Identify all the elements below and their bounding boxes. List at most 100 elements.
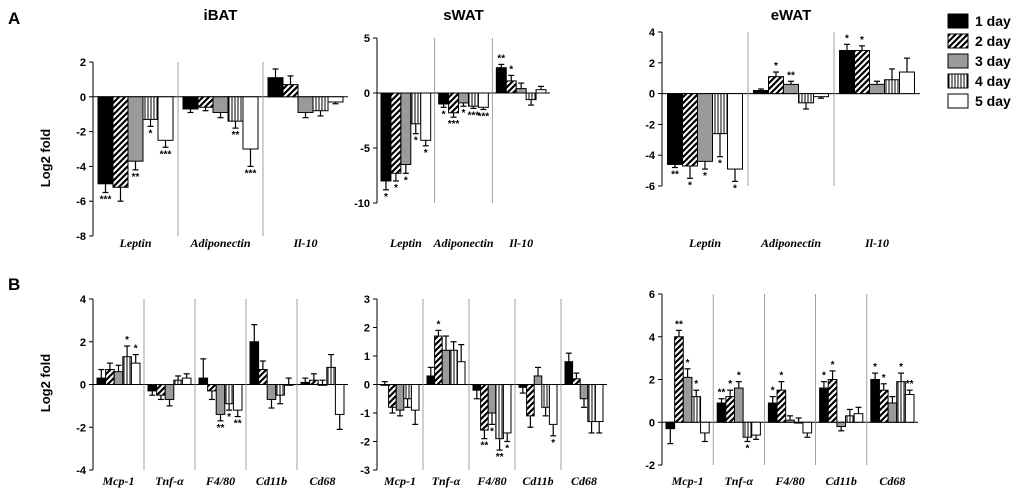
bar-b-swat-cd68-3-day bbox=[579, 384, 589, 400]
bar-b-ibat-tnf-5-day bbox=[181, 377, 192, 385]
category-label-b-swat-tnf: Tnf-α bbox=[432, 474, 461, 488]
bar-b-ibat-f4-80-4-day bbox=[224, 384, 234, 405]
significance-a-swat-adiponectin-5-day: *** bbox=[478, 112, 490, 123]
bar-b-ewat-cd11b-3-day bbox=[836, 421, 847, 428]
legend-label-2-day: 2 day bbox=[975, 33, 1011, 49]
ylabel-a: Log2 fold bbox=[38, 129, 53, 188]
bar-b-ibat-mcp-1-1-day bbox=[96, 377, 107, 385]
significance-b-swat-f4-80-2-day: ** bbox=[481, 441, 489, 452]
y-tick-label-b-ibat: 2 bbox=[80, 337, 86, 349]
bar-b-swat-f4-80-2-day bbox=[480, 384, 489, 431]
bar-a-ibat-il-10-4-day bbox=[312, 96, 329, 112]
bar-b-ewat-cd68-5-day bbox=[904, 393, 915, 423]
significance-b-ewat-mcp-1-4-day: * bbox=[694, 379, 698, 390]
bar-a-ibat-leptin-2-day bbox=[112, 96, 129, 188]
category-label-b-ibat-f4-80: F4/80 bbox=[205, 474, 235, 488]
bar-b-ibat-f4-80-1-day bbox=[198, 377, 209, 385]
bar-a-ewat-adiponectin-5-day bbox=[813, 93, 829, 98]
y-tick-label-a-swat: -5 bbox=[360, 143, 370, 155]
category-label-a-ewat-leptin: Leptin bbox=[688, 236, 721, 250]
chart-title-a-ibat: iBAT bbox=[204, 7, 238, 24]
panel-label-b: B bbox=[8, 275, 20, 294]
significance-b-ewat-f4-80-2-day: * bbox=[779, 371, 783, 382]
category-label-a-ibat-adiponectin: Adiponectin bbox=[189, 236, 250, 250]
bar-a-ibat-adiponectin-1-day bbox=[182, 96, 199, 110]
bar-a-ibat-leptin-1-day bbox=[97, 96, 114, 185]
significance-a-ewat-adiponectin-2-day: * bbox=[774, 61, 778, 72]
bar-b-ibat-f4-80-3-day bbox=[215, 384, 226, 415]
bar-a-ewat-adiponectin-3-day bbox=[783, 83, 799, 95]
significance-b-swat-f4-80-3-day: * bbox=[490, 426, 494, 437]
significance-b-ewat-cd11b-2-day: * bbox=[831, 360, 835, 371]
y-tick-label-a-swat: -10 bbox=[354, 198, 370, 210]
bar-a-swat-adiponectin-1-day bbox=[438, 92, 450, 105]
bar-b-swat-tnf-5-day bbox=[456, 361, 466, 386]
significance-a-ewat-adiponectin-3-day: ** bbox=[787, 70, 795, 81]
bar-b-swat-cd68-1-day bbox=[564, 361, 574, 386]
significance-a-ibat-leptin-1-day: *** bbox=[100, 195, 112, 206]
significance-b-swat-f4-80-5-day: * bbox=[505, 444, 509, 455]
y-tick-label-b-ibat: -2 bbox=[76, 422, 86, 434]
significance-a-swat-il-10-2-day: * bbox=[509, 64, 513, 75]
bar-a-ibat-leptin-4-day bbox=[142, 96, 159, 120]
bar-b-swat-tnf-1-day bbox=[426, 375, 436, 386]
bar-b-swat-f4-80-5-day bbox=[502, 384, 512, 434]
panel-label-a: A bbox=[8, 9, 20, 28]
bar-b-ewat-f4-80-3-day bbox=[785, 419, 795, 423]
legend-swatch-5-day bbox=[947, 93, 969, 109]
y-tick-label-b-ibat: -4 bbox=[76, 465, 87, 477]
category-label-b-swat-mcp-1: Mcp-1 bbox=[383, 474, 416, 488]
bar-b-ibat-cd68-5-day bbox=[334, 384, 345, 415]
bar-b-ibat-cd11b-2-day bbox=[258, 369, 268, 386]
legend-swatch-3-day bbox=[947, 53, 969, 69]
legend-label-5-day: 5 day bbox=[975, 93, 1011, 109]
significance-a-ewat-il-10-1-day: * bbox=[845, 33, 849, 44]
bar-a-ewat-il-10-3-day bbox=[869, 83, 885, 95]
bar-b-swat-tnf-4-day bbox=[449, 349, 458, 385]
bar-a-ibat-il-10-1-day bbox=[267, 77, 284, 98]
y-tick-label-b-ibat: 4 bbox=[80, 294, 87, 306]
bar-b-ewat-tnf-5-day bbox=[751, 421, 761, 436]
bar-b-ewat-cd68-1-day bbox=[870, 379, 880, 423]
bar-b-swat-mcp-1-1-day bbox=[380, 384, 390, 386]
bar-b-swat-cd11b-3-day bbox=[533, 375, 543, 386]
bar-b-ibat-cd68-2-day bbox=[309, 379, 319, 386]
y-tick-label-b-ewat: 0 bbox=[649, 417, 655, 429]
significance-a-ibat-leptin-5-day: *** bbox=[160, 149, 172, 160]
significance-b-ewat-cd68-2-day: * bbox=[882, 373, 886, 384]
category-label-a-ewat-il-10: Il-10 bbox=[864, 236, 889, 250]
bar-b-swat-mcp-1-2-day bbox=[388, 384, 397, 408]
significance-a-ibat-adiponectin-5-day: *** bbox=[245, 168, 257, 179]
bar-b-ewat-cd11b-2-day bbox=[827, 379, 838, 423]
significance-a-ewat-leptin-2-day: * bbox=[688, 180, 692, 191]
bar-b-ibat-mcp-1-5-day bbox=[130, 362, 141, 385]
significance-b-ewat-mcp-1-3-day: * bbox=[686, 358, 690, 369]
category-label-b-swat-cd68: Cd68 bbox=[571, 474, 597, 488]
bar-b-ibat-cd11b-3-day bbox=[266, 384, 277, 400]
y-tick-label-a-ibat: 0 bbox=[80, 92, 86, 104]
bar-a-ewat-il-10-5-day bbox=[899, 71, 915, 95]
bar-a-swat-adiponectin-5-day bbox=[477, 92, 489, 108]
bar-b-ewat-cd11b-5-day bbox=[853, 413, 864, 423]
bar-b-swat-tnf-2-day bbox=[434, 335, 443, 385]
significance-a-ibat-leptin-3-day: ** bbox=[132, 172, 140, 183]
bar-b-ibat-tnf-1-day bbox=[147, 384, 158, 392]
significance-b-ewat-tnf-1-day: ** bbox=[718, 388, 726, 399]
bar-b-swat-cd11b-1-day bbox=[518, 384, 528, 388]
bar-b-ibat-cd11b-4-day bbox=[275, 384, 285, 396]
significance-b-ewat-cd11b-1-day: * bbox=[822, 371, 826, 382]
category-label-a-swat-il-10: Il-10 bbox=[508, 236, 533, 250]
bar-a-ewat-leptin-1-day bbox=[667, 93, 683, 165]
y-tick-label-a-ibat: -8 bbox=[76, 231, 86, 243]
bar-b-ibat-tnf-2-day bbox=[156, 384, 166, 396]
bar-a-swat-leptin-2-day bbox=[390, 92, 402, 174]
bar-b-swat-cd11b-4-day bbox=[541, 384, 550, 408]
significance-b-swat-f4-80-4-day: ** bbox=[496, 452, 504, 463]
bar-b-ibat-f4-80-2-day bbox=[207, 384, 217, 392]
bar-b-swat-cd11b-2-day bbox=[526, 384, 535, 417]
bar-b-ibat-mcp-1-4-day bbox=[122, 356, 132, 385]
significance-a-ewat-leptin-4-day: * bbox=[718, 159, 722, 170]
significance-b-ewat-cd68-4-day: * bbox=[899, 362, 903, 373]
bar-a-swat-leptin-5-day bbox=[420, 92, 432, 141]
